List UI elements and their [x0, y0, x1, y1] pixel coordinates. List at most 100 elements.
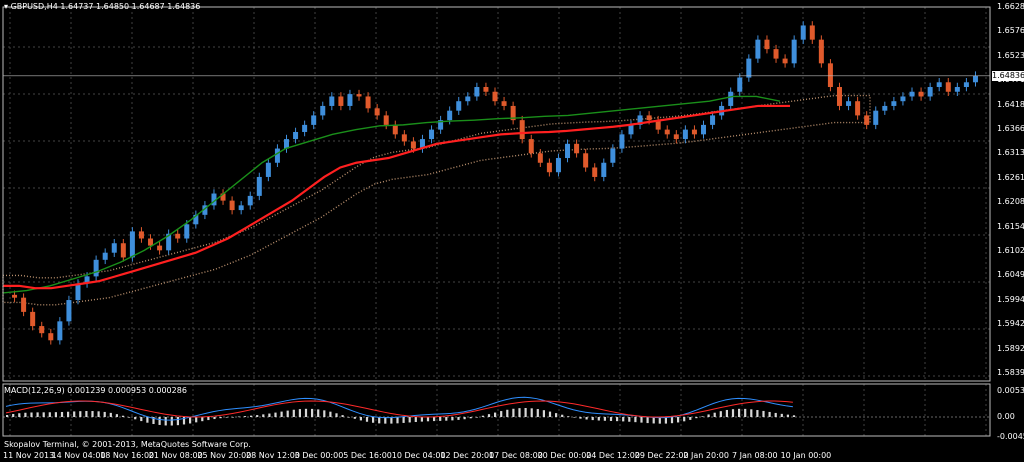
macd-histogram-bar — [67, 411, 70, 417]
macd-histogram-bar — [695, 417, 698, 419]
candle-body — [827, 63, 833, 88]
price-axis-label: 1.63660 — [997, 124, 1024, 133]
price-axis-label: 1.64185 — [997, 99, 1024, 109]
macd-histogram-bar — [616, 417, 619, 422]
macd-histogram-bar — [792, 415, 796, 417]
candle-body — [283, 139, 289, 149]
candle-body — [555, 158, 561, 173]
macd-histogram-bar — [536, 409, 539, 417]
macd-histogram-bar — [439, 417, 442, 421]
macd-histogram-bar — [408, 417, 411, 423]
macd-histogram-bar — [384, 417, 387, 424]
price-axis-label: 1.60495 — [997, 270, 1024, 280]
candle-body — [900, 96, 906, 102]
macd-histogram-bar — [756, 410, 759, 417]
macd-histogram-bar — [542, 410, 545, 417]
price-axis-label: 1.62085 — [997, 197, 1024, 207]
candle-body — [320, 105, 326, 116]
macd-histogram-bar — [219, 417, 222, 419]
candle-body — [120, 243, 126, 258]
candle-body — [501, 101, 507, 106]
time-axis-label: 18 Nov 16:00 — [100, 451, 155, 460]
macd-histogram-bar — [762, 410, 765, 417]
price-axis-label: 1.66285 — [997, 2, 1024, 11]
macd-histogram-bar — [182, 417, 186, 425]
macd-histogram-bar — [341, 415, 344, 417]
macd-histogram-bar — [524, 408, 527, 417]
candle-body — [93, 259, 99, 277]
candle-body — [701, 124, 707, 135]
macd-histogram-bar — [622, 417, 625, 422]
candle-body — [66, 300, 72, 322]
time-axis-label: 21 Nov 08:00 — [148, 451, 203, 460]
macd-histogram-bar — [414, 417, 417, 422]
macd-histogram-bar — [548, 411, 552, 417]
macd-histogram-bar — [286, 410, 289, 417]
candle-body — [646, 115, 652, 121]
candle-body — [84, 276, 90, 284]
macd-histogram-bar — [731, 409, 735, 417]
candle-body — [30, 311, 36, 327]
candle-body — [846, 101, 852, 106]
candle-body — [574, 143, 580, 154]
candle-body — [48, 333, 54, 341]
candle-body — [202, 205, 208, 215]
macd-histogram-bar — [140, 417, 143, 422]
macd-histogram-bar — [567, 416, 570, 417]
time-axis-label: 24 Dec 12:00 — [586, 451, 640, 460]
macd-histogram-bar — [494, 412, 497, 417]
time-axis-label: 12 Dec 20:00 — [440, 451, 495, 460]
macd-histogram-bar — [109, 412, 112, 417]
time-axis-label: 11 Nov 2013 — [3, 451, 55, 460]
candle-body — [184, 224, 190, 239]
candle-body — [682, 129, 688, 140]
candle-body — [483, 87, 489, 92]
macd-histogram-bar — [390, 417, 393, 424]
candle-body — [429, 129, 435, 140]
candle-body — [954, 87, 960, 92]
candle-body — [438, 120, 444, 130]
macd-histogram-bar — [48, 412, 51, 417]
macd-histogram-bar — [91, 411, 94, 417]
current-price-tag: 1.64836 — [992, 71, 1024, 81]
time-axis-label: 17 Dec 08:00 — [489, 451, 543, 460]
macd-histogram-bar — [670, 417, 674, 424]
candle-body — [57, 321, 63, 341]
macd-histogram-bar — [664, 417, 667, 424]
macd-histogram-bar — [555, 413, 558, 417]
candle-body — [592, 167, 598, 177]
macd-histogram-bar — [60, 411, 64, 417]
macd-histogram-bar — [768, 411, 771, 417]
symbol-title: GBPUSD,H4 — [10, 2, 58, 11]
candle-body — [465, 96, 471, 102]
candle-body — [510, 105, 516, 121]
macd-histogram-bar — [445, 417, 448, 421]
price-pane-border — [2, 6, 991, 382]
price-axis-label: 1.58395 — [997, 368, 1024, 377]
macd-histogram-bar — [359, 417, 362, 421]
price-axis-label: 1.61545 — [997, 221, 1024, 231]
macd-histogram-bar — [201, 417, 204, 422]
candle-body — [746, 58, 752, 78]
candle-body — [864, 115, 870, 125]
price-axis-label: 1.59945 — [997, 294, 1024, 304]
macd-histogram-bar — [426, 417, 430, 422]
macd-histogram-bar — [30, 412, 33, 417]
candle-body — [628, 124, 634, 135]
macd-histogram-bar — [433, 417, 436, 422]
macd-histogram-bar — [268, 413, 271, 417]
symbol-dropdown-icon[interactable]: ▾ — [4, 2, 11, 11]
macd-histogram-bar — [353, 417, 356, 419]
candle-body — [782, 58, 788, 64]
macd-histogram-bar — [280, 411, 283, 417]
ichimoku-cloud — [2, 94, 871, 306]
macd-histogram-bar — [744, 408, 747, 417]
macd-histogram-bar — [335, 413, 338, 417]
time-axis-label: 5 Dec 16:00 — [343, 451, 392, 460]
macd-histogram-bar — [701, 416, 704, 417]
macd-histogram-bar — [146, 417, 149, 423]
macd-histogram-bar — [402, 417, 405, 423]
candle-body — [166, 233, 172, 251]
macd-histogram-bar — [487, 414, 491, 417]
